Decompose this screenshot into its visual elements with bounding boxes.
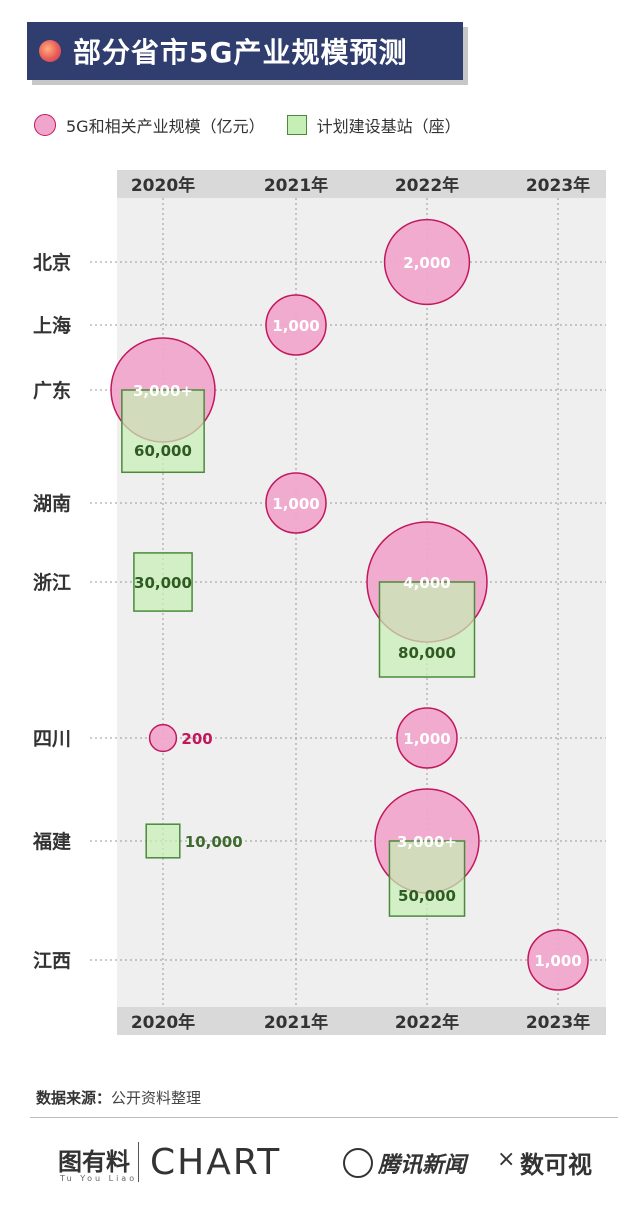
station-square xyxy=(145,823,181,859)
bubble-data-label: 1,000 xyxy=(272,495,319,513)
bubble xyxy=(265,472,327,534)
square-data-label: 60,000 xyxy=(134,442,192,460)
bubble-chart: 2020年 2020年 2021年 2021年 2022年 2022年 2023年 2023年… xyxy=(32,170,606,1035)
square-data-label: 10,000 xyxy=(185,833,243,851)
y-tick-label: 江西 xyxy=(33,950,71,972)
x-tick-label-bottom: 2022年 xyxy=(395,1012,459,1033)
bubble xyxy=(148,723,178,753)
x-tick-label-top: 2021年 xyxy=(264,175,328,196)
x-tick-label-top: 2022年 xyxy=(395,175,459,196)
x-header-top xyxy=(117,170,606,198)
logo-shukeshi: 数可视 xyxy=(520,1151,592,1179)
page-title: 部分省市5G产业规模预测 xyxy=(73,36,408,69)
x-tick-label-top: 2020年 xyxy=(131,175,195,196)
y-tick-label: 广东 xyxy=(33,379,71,402)
station-square xyxy=(378,581,476,678)
chart-legend: 5G和相关产业规模（亿元） 计划建设基站（座） xyxy=(34,113,461,137)
bubble-data-label: 200 xyxy=(181,730,212,748)
station-square xyxy=(121,389,205,474)
x-tick-label-top: 2023年 xyxy=(526,175,590,196)
square-data-label: 80,000 xyxy=(398,644,456,662)
logo-tuyouliao-sub: Tu You Liao xyxy=(60,1174,138,1183)
y-tick-label: 北京 xyxy=(33,251,71,274)
x-tick-label-bottom: 2021年 xyxy=(264,1012,328,1033)
y-tick-label: 四川 xyxy=(33,728,71,750)
y-tick-label: 上海 xyxy=(33,314,71,337)
plot-panel xyxy=(117,170,606,1035)
logo-chart: CHART xyxy=(150,1142,282,1183)
logo-tencent-news: 腾讯新闻 xyxy=(378,1153,467,1178)
bubble xyxy=(265,294,327,356)
bubble xyxy=(383,218,471,306)
footer-divider xyxy=(30,1117,618,1118)
x-tick-label-bottom: 2023年 xyxy=(526,1012,590,1033)
station-square xyxy=(133,552,193,612)
tencent-news-icon xyxy=(343,1148,373,1178)
bubble-data-label: 1,000 xyxy=(272,317,319,335)
square-data-label: 30,000 xyxy=(134,574,192,592)
x-tick-label-bottom: 2020年 xyxy=(131,1012,195,1033)
source-text: 公开资料整理 xyxy=(111,1089,202,1107)
title-dot-icon xyxy=(39,40,61,62)
y-tick-label: 浙江 xyxy=(33,571,71,594)
y-tick-label: 湖南 xyxy=(33,493,71,515)
chart-svg: 2020年 2020年 2021年 2021年 2022年 2022年 2023年 2023年… xyxy=(32,170,606,1035)
logo-separator xyxy=(138,1142,139,1182)
x-header-bottom xyxy=(117,1007,606,1035)
legend-square-label: 计划建设基站（座） xyxy=(316,117,461,136)
logo-times: × xyxy=(497,1147,516,1172)
y-tick-label: 福建 xyxy=(32,830,71,853)
source-label: 数据来源： xyxy=(36,1089,112,1107)
bubble-data-label: 1,000 xyxy=(534,952,581,970)
bubble-data-label: 3,000+ xyxy=(133,382,193,400)
title-banner: 部分省市5G产业规模预测 xyxy=(27,22,463,80)
bubble-data-label: 2,000 xyxy=(403,254,450,272)
bubble-data-label: 4,000 xyxy=(403,574,450,592)
bubble xyxy=(527,929,589,991)
data-source: 数据来源：公开资料整理 xyxy=(36,1087,201,1108)
legend-bubble-label: 5G和相关产业规模（亿元） xyxy=(66,117,265,136)
square-data-label: 50,000 xyxy=(398,887,456,905)
bubble xyxy=(396,707,458,769)
bubble-data-label: 3,000+ xyxy=(397,833,457,851)
bubble-data-label: 1,000 xyxy=(403,730,450,748)
footer: 图有料 Tu You Liao CHART 腾讯新闻 × 数可视 xyxy=(0,1130,641,1200)
legend-square-icon xyxy=(286,115,307,135)
legend-circle-icon xyxy=(34,114,56,136)
station-square xyxy=(388,840,466,917)
logo-tuyouliao: 图有料 xyxy=(58,1148,130,1176)
